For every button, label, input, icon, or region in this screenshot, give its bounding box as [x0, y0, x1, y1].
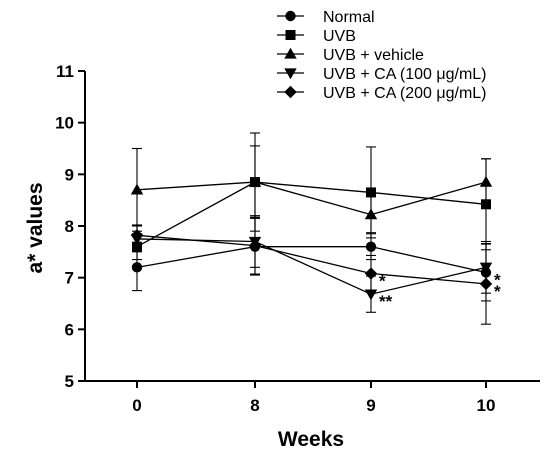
y-axis-title: a* values [24, 182, 47, 273]
legend-item: UVB + vehicle [277, 47, 424, 64]
y-tick-label: 10 [55, 114, 74, 133]
data-point [364, 267, 378, 280]
data-point [248, 175, 262, 187]
significance-mark: * [379, 272, 386, 291]
legend-marker [284, 68, 297, 80]
data-point [248, 239, 262, 252]
y-tick-label: 7 [65, 269, 74, 288]
legend-marker [284, 85, 297, 99]
data-point [131, 262, 143, 273]
data-point [479, 277, 493, 291]
legend-item: UVB + CA (200 μg/mL) [277, 85, 487, 102]
x-tick-label: 8 [250, 396, 259, 415]
data-point [365, 241, 377, 252]
data-point [366, 187, 376, 198]
x-axis-title: Weeks [278, 428, 344, 451]
series-line [136, 181, 487, 248]
legend: Normal UVB UVB + vehicle UVB + CA (100 μg/m… [277, 9, 487, 102]
legend-label: UVB + CA (200 μg/mL) [323, 85, 487, 102]
legend-marker [284, 47, 297, 59]
data-point [130, 183, 144, 195]
y-tick-label: 8 [65, 217, 74, 236]
series-4 [130, 215, 493, 313]
y-tick-label: 11 [56, 62, 74, 81]
legend-marker [285, 30, 296, 40]
legend-label: UVB + CA (100 μg/mL) [323, 66, 487, 83]
x-tick-label: 9 [366, 396, 375, 415]
legend-label: Normal [323, 9, 375, 26]
y-tick-label: 9 [65, 165, 74, 184]
significance-mark: * [494, 271, 501, 290]
series-5 [130, 216, 493, 325]
series-line [136, 181, 487, 216]
data-point [364, 289, 378, 301]
y-tick-label: 5 [65, 372, 74, 391]
data-point [479, 175, 493, 187]
legend-label: UVB [323, 28, 356, 45]
legend-item: UVB + CA (100 μg/mL) [277, 66, 487, 83]
legend-label: UVB + vehicle [323, 47, 424, 64]
significance-mark: ** [379, 292, 393, 311]
significance-mark: * [494, 282, 501, 301]
legend-item: Normal [277, 9, 375, 26]
data-point [130, 229, 144, 242]
x-tick-label: 0 [132, 396, 141, 415]
series-line [136, 234, 487, 285]
series-layer: ***** [130, 132, 501, 325]
legend-item: UVB [277, 28, 356, 45]
legend-marker [285, 10, 296, 22]
data-point [364, 208, 378, 220]
x-tick-label: 10 [477, 396, 496, 415]
series-line [136, 246, 487, 274]
axes: 5 6 7 8 9 10 11 0 8 9 10 [55, 62, 540, 415]
y-tick-label: 6 [65, 320, 74, 339]
